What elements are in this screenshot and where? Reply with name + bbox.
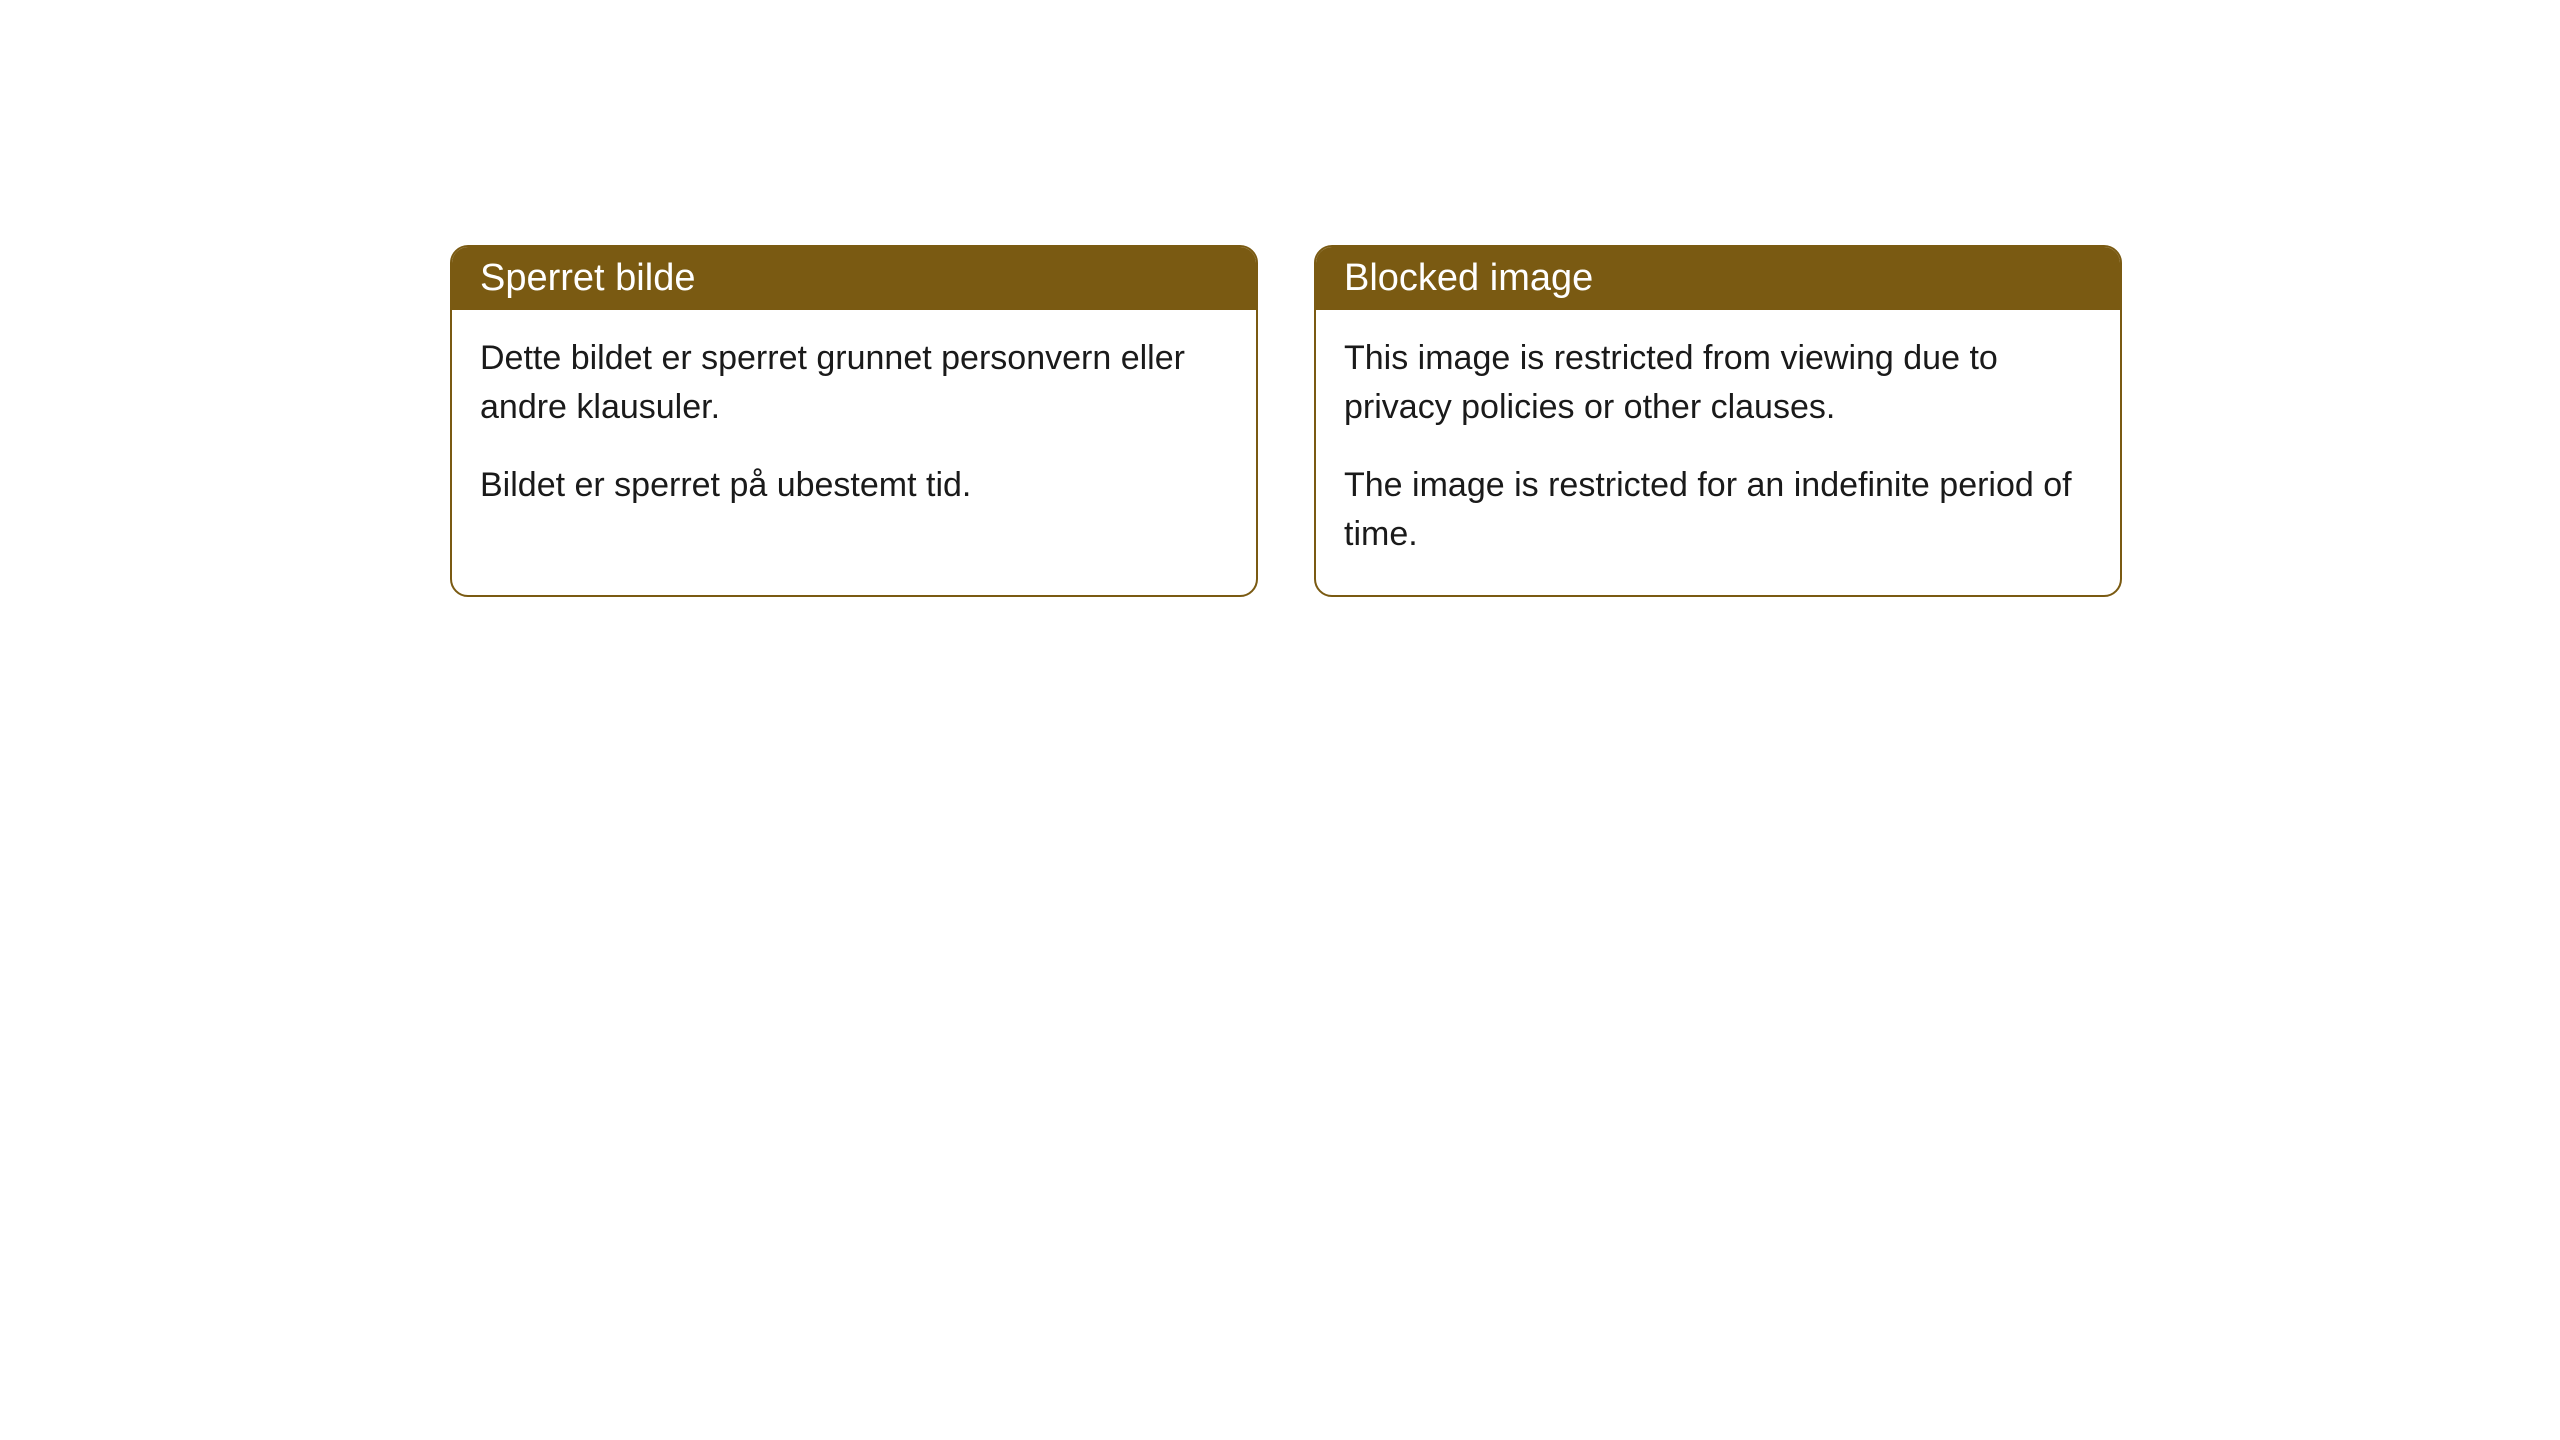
card-header: Blocked image bbox=[1316, 247, 2120, 310]
notice-card-english: Blocked image This image is restricted f… bbox=[1314, 245, 2122, 597]
notice-card-norwegian: Sperret bilde Dette bildet er sperret gr… bbox=[450, 245, 1258, 597]
card-paragraph-1: This image is restricted from viewing du… bbox=[1344, 334, 2092, 433]
card-paragraph-1: Dette bildet er sperret grunnet personve… bbox=[480, 334, 1228, 433]
notice-container: Sperret bilde Dette bildet er sperret gr… bbox=[450, 245, 2122, 597]
card-paragraph-2: The image is restricted for an indefinit… bbox=[1344, 461, 2092, 560]
card-body: This image is restricted from viewing du… bbox=[1316, 310, 2120, 595]
card-paragraph-2: Bildet er sperret på ubestemt tid. bbox=[480, 461, 1228, 510]
card-title: Sperret bilde bbox=[480, 257, 695, 299]
card-body: Dette bildet er sperret grunnet personve… bbox=[452, 310, 1256, 546]
card-title: Blocked image bbox=[1344, 257, 1593, 299]
card-header: Sperret bilde bbox=[452, 247, 1256, 310]
